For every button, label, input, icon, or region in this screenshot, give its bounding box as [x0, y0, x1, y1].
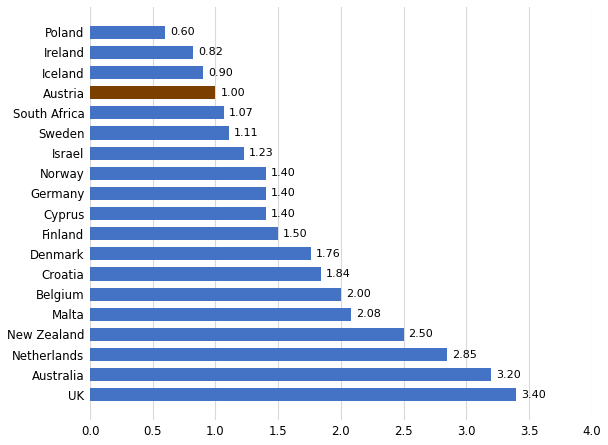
Bar: [90, 308, 351, 321]
Bar: [90, 267, 321, 280]
Text: 2.08: 2.08: [356, 309, 381, 320]
Text: 1.40: 1.40: [271, 209, 295, 218]
Bar: [90, 86, 215, 99]
Bar: [90, 388, 516, 401]
Bar: [90, 106, 224, 119]
Bar: [90, 46, 193, 59]
Bar: [90, 287, 341, 301]
Bar: [90, 126, 229, 140]
Bar: [90, 167, 266, 180]
Text: 1.11: 1.11: [234, 128, 259, 138]
Bar: [90, 328, 404, 341]
Text: 0.82: 0.82: [198, 48, 223, 57]
Text: 1.23: 1.23: [249, 148, 274, 158]
Text: 1.07: 1.07: [229, 108, 254, 118]
Text: 2.85: 2.85: [452, 350, 477, 360]
Text: 1.40: 1.40: [271, 168, 295, 178]
Text: 1.84: 1.84: [326, 269, 351, 279]
Text: 3.40: 3.40: [522, 390, 546, 400]
Bar: [90, 146, 244, 160]
Bar: [90, 207, 266, 220]
Text: 0.90: 0.90: [208, 68, 233, 77]
Bar: [90, 26, 165, 39]
Bar: [90, 227, 278, 240]
Text: 3.20: 3.20: [496, 370, 521, 380]
Bar: [90, 247, 311, 260]
Text: 0.60: 0.60: [170, 27, 195, 37]
Text: 1.40: 1.40: [271, 188, 295, 198]
Text: 1.00: 1.00: [221, 88, 245, 98]
Text: 2.00: 2.00: [346, 289, 371, 299]
Bar: [90, 368, 491, 381]
Bar: [90, 187, 266, 200]
Text: 2.50: 2.50: [409, 329, 434, 340]
Bar: [90, 348, 447, 361]
Text: 1.76: 1.76: [316, 249, 340, 259]
Text: 1.50: 1.50: [283, 229, 308, 239]
Bar: [90, 66, 203, 79]
